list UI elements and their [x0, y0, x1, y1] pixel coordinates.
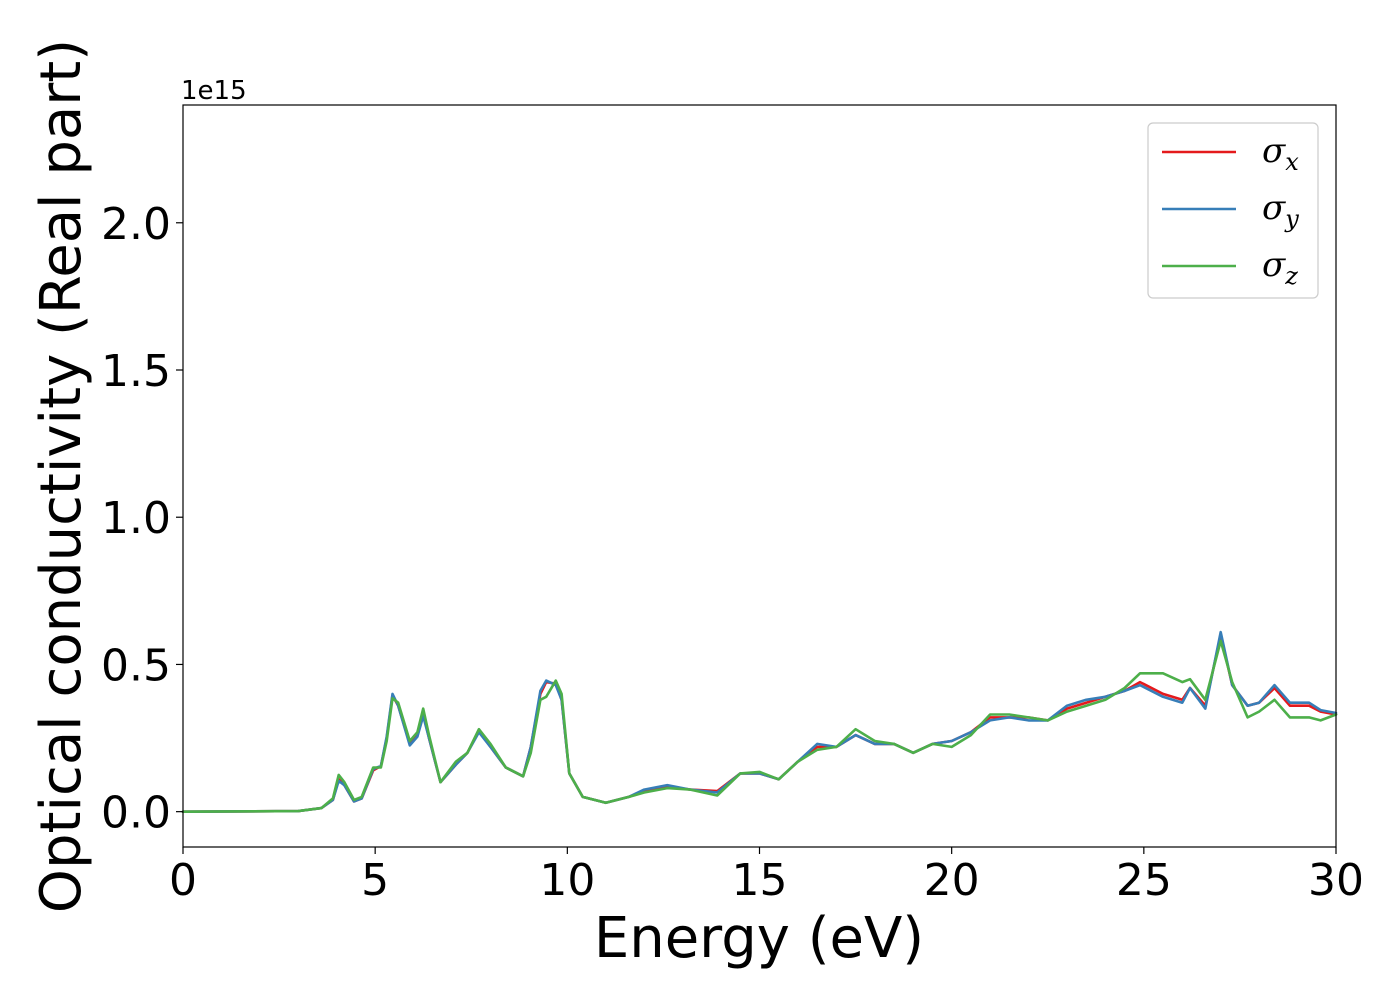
- y-tick-label: 1.0: [101, 493, 171, 544]
- x-axis: 0 5 10 15 20 25 30: [169, 847, 1364, 906]
- y-axis: 0.0 0.5 1.0 1.5 2.0: [101, 199, 183, 839]
- series-layer: [181, 630, 1338, 813]
- x-tick-label: 15: [732, 855, 788, 906]
- x-tick-label: 25: [1116, 855, 1172, 906]
- y-axis-title: Optical conductivity (Real part): [29, 39, 94, 913]
- x-tick-label: 0: [169, 855, 197, 906]
- series-line-z: [181, 639, 1338, 813]
- legend-label-x: σx: [1262, 131, 1299, 176]
- legend-label-y: σy: [1262, 188, 1299, 233]
- x-tick-label: 5: [361, 855, 389, 906]
- y-offset-text: 1e15: [181, 76, 247, 106]
- legend-label-z: σz: [1262, 245, 1298, 290]
- y-tick-label: 1.5: [101, 346, 171, 397]
- x-tick-label: 20: [924, 855, 980, 906]
- x-axis-title: Energy (eV): [594, 906, 924, 971]
- y-tick-label: 2.0: [101, 199, 171, 250]
- y-tick-label: 0.0: [101, 788, 171, 839]
- x-tick-label: 30: [1308, 855, 1364, 906]
- legend-box: [1147, 122, 1319, 299]
- x-tick-label: 10: [539, 855, 595, 906]
- legend: σx σy σz: [1147, 122, 1319, 299]
- y-tick-label: 0.5: [101, 640, 171, 691]
